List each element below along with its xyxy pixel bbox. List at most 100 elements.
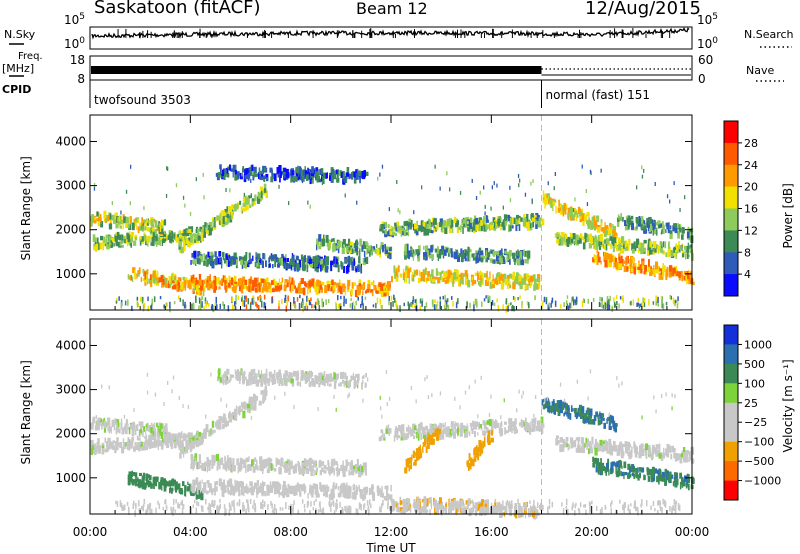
power-cell xyxy=(479,280,482,287)
velocity-cell xyxy=(252,377,256,384)
power-cell xyxy=(233,285,237,293)
velocity-cell xyxy=(152,431,155,438)
velocity-cell xyxy=(352,484,355,491)
velocity-cell xyxy=(331,493,334,500)
velocity-cell xyxy=(127,437,130,443)
velocity-cell xyxy=(237,369,240,376)
power-cell xyxy=(667,252,670,257)
power-cell xyxy=(616,246,619,252)
velocity-cell xyxy=(270,458,273,462)
power-scatter-cell xyxy=(397,208,399,213)
power-ground-cell xyxy=(412,300,414,305)
power-cell xyxy=(300,171,303,177)
power-cell xyxy=(181,233,185,239)
velocity-cell xyxy=(387,493,390,500)
velocity-cell xyxy=(130,441,133,449)
power-cell xyxy=(623,265,627,272)
velocity-cell xyxy=(249,465,252,472)
velocity-cell xyxy=(269,463,271,467)
velocity-cell xyxy=(385,428,389,434)
power-cell xyxy=(309,177,312,184)
power-cell xyxy=(191,227,194,232)
power-scatter-cell xyxy=(585,189,587,193)
velocity-cell xyxy=(107,417,111,425)
power-cell xyxy=(395,277,399,282)
power-cell xyxy=(290,264,292,270)
velocity-cell xyxy=(164,434,167,440)
velocity-cell xyxy=(149,482,152,486)
velocity-cell xyxy=(131,437,134,442)
power-cell xyxy=(665,273,668,280)
power-cell xyxy=(439,218,444,224)
power-ground-cell xyxy=(399,305,401,313)
velocity-cell xyxy=(328,494,331,499)
power-ground-cell xyxy=(446,304,448,308)
power-ground-cell xyxy=(379,298,381,305)
power-cell xyxy=(207,259,211,265)
power-cell xyxy=(130,232,135,237)
power-ground-cell xyxy=(261,300,263,308)
power-cell xyxy=(453,272,457,280)
velocity-cell xyxy=(362,379,364,384)
power-scatter-cell xyxy=(446,171,448,176)
velocity-cell xyxy=(229,411,231,416)
power-cell xyxy=(216,215,220,221)
velocity-cell xyxy=(274,378,276,385)
velocity-cell xyxy=(218,368,221,375)
power-cell xyxy=(193,288,196,293)
velocity-cell xyxy=(200,484,202,493)
velocity-cell xyxy=(304,379,308,384)
power-cell xyxy=(94,216,97,221)
power-scatter-cell xyxy=(600,168,602,173)
velocity-cell xyxy=(138,445,141,452)
power-ground-cell xyxy=(349,303,352,308)
velocity-cell xyxy=(313,483,316,489)
power-cell xyxy=(263,175,266,179)
velocity-cell xyxy=(203,428,205,435)
power-cell xyxy=(655,266,659,274)
velocity-cell xyxy=(110,426,112,434)
power-cell xyxy=(593,215,596,222)
power-cell xyxy=(678,224,682,229)
power-cell xyxy=(152,237,155,243)
power-cell xyxy=(244,282,247,289)
power-ground-cell xyxy=(566,303,569,310)
power-cell xyxy=(219,257,223,263)
power-cell xyxy=(600,222,603,227)
power-cell xyxy=(205,254,208,261)
power-cell xyxy=(650,219,654,226)
power-cell xyxy=(228,206,232,214)
velocity-cell xyxy=(248,397,252,405)
power-ground-cell xyxy=(604,302,607,310)
velocity-cell xyxy=(261,485,264,492)
velocity-cell xyxy=(235,372,238,380)
power-cell xyxy=(623,241,626,245)
velocity-cell xyxy=(238,371,241,379)
power-cell xyxy=(434,276,438,280)
power-cell xyxy=(222,254,225,261)
power-scatter-cell xyxy=(278,184,280,189)
velocity-cell xyxy=(385,496,389,501)
power-cell xyxy=(545,197,548,205)
power-cell xyxy=(284,279,288,283)
power-cell xyxy=(338,285,341,291)
power-ground-cell xyxy=(474,298,477,306)
power-cell xyxy=(291,277,293,284)
velocity-cell xyxy=(194,453,198,461)
power-cell xyxy=(288,276,291,284)
velocity-cell xyxy=(505,430,509,434)
velocity-cell xyxy=(224,463,228,471)
power-cell xyxy=(247,170,250,174)
velocity-cell xyxy=(340,464,343,472)
power-ground-cell xyxy=(541,302,543,307)
power-scatter-cell xyxy=(547,181,549,186)
power-cell xyxy=(111,240,114,248)
velocity-cell xyxy=(232,488,236,496)
power-scatter-cell xyxy=(111,201,113,206)
power-cell xyxy=(210,226,213,231)
power-cell xyxy=(148,235,150,243)
power-ground-cell xyxy=(340,303,342,307)
power-ground-cell xyxy=(619,296,622,300)
power-cell xyxy=(152,276,156,284)
velocity-cell xyxy=(239,378,241,385)
